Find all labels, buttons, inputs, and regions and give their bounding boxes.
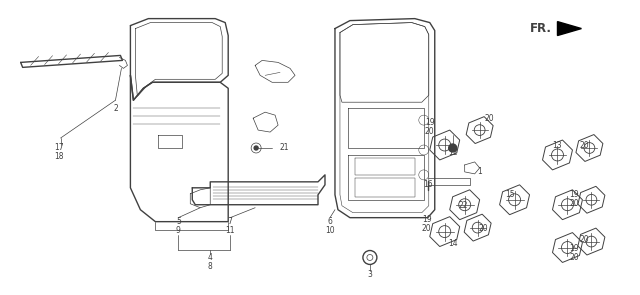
Text: 12: 12	[448, 148, 458, 158]
Text: 20: 20	[570, 199, 579, 208]
Text: 10: 10	[325, 226, 335, 235]
Text: 22: 22	[459, 201, 468, 210]
Text: 13: 13	[553, 140, 563, 150]
Text: 11: 11	[225, 226, 235, 235]
Text: 9: 9	[176, 226, 180, 235]
Text: 21: 21	[279, 143, 289, 153]
Text: 5: 5	[176, 217, 180, 226]
Text: 20: 20	[425, 127, 435, 136]
Text: 20: 20	[580, 235, 589, 244]
Text: 3: 3	[367, 270, 372, 279]
Text: FR.: FR.	[529, 22, 552, 35]
Text: 8: 8	[208, 262, 212, 271]
Text: 7: 7	[228, 217, 232, 226]
Text: 20: 20	[580, 140, 589, 150]
Text: 20: 20	[422, 224, 431, 233]
Text: 1: 1	[477, 167, 482, 176]
Text: 19: 19	[425, 118, 435, 127]
Text: 20: 20	[570, 253, 579, 262]
Text: 16: 16	[423, 180, 433, 189]
Text: 15: 15	[505, 190, 515, 199]
Text: 19: 19	[570, 190, 579, 199]
Polygon shape	[557, 22, 581, 35]
Text: 4: 4	[208, 253, 212, 262]
Text: 2: 2	[113, 104, 118, 113]
Text: 20: 20	[485, 114, 495, 123]
Text: 19: 19	[570, 244, 579, 253]
Text: 18: 18	[54, 153, 63, 161]
Text: 19: 19	[422, 215, 431, 224]
Text: 17: 17	[54, 143, 63, 153]
Circle shape	[254, 146, 258, 150]
Text: 6: 6	[328, 217, 332, 226]
Text: 14: 14	[448, 239, 458, 248]
Text: 20: 20	[479, 224, 488, 233]
Circle shape	[449, 144, 457, 152]
